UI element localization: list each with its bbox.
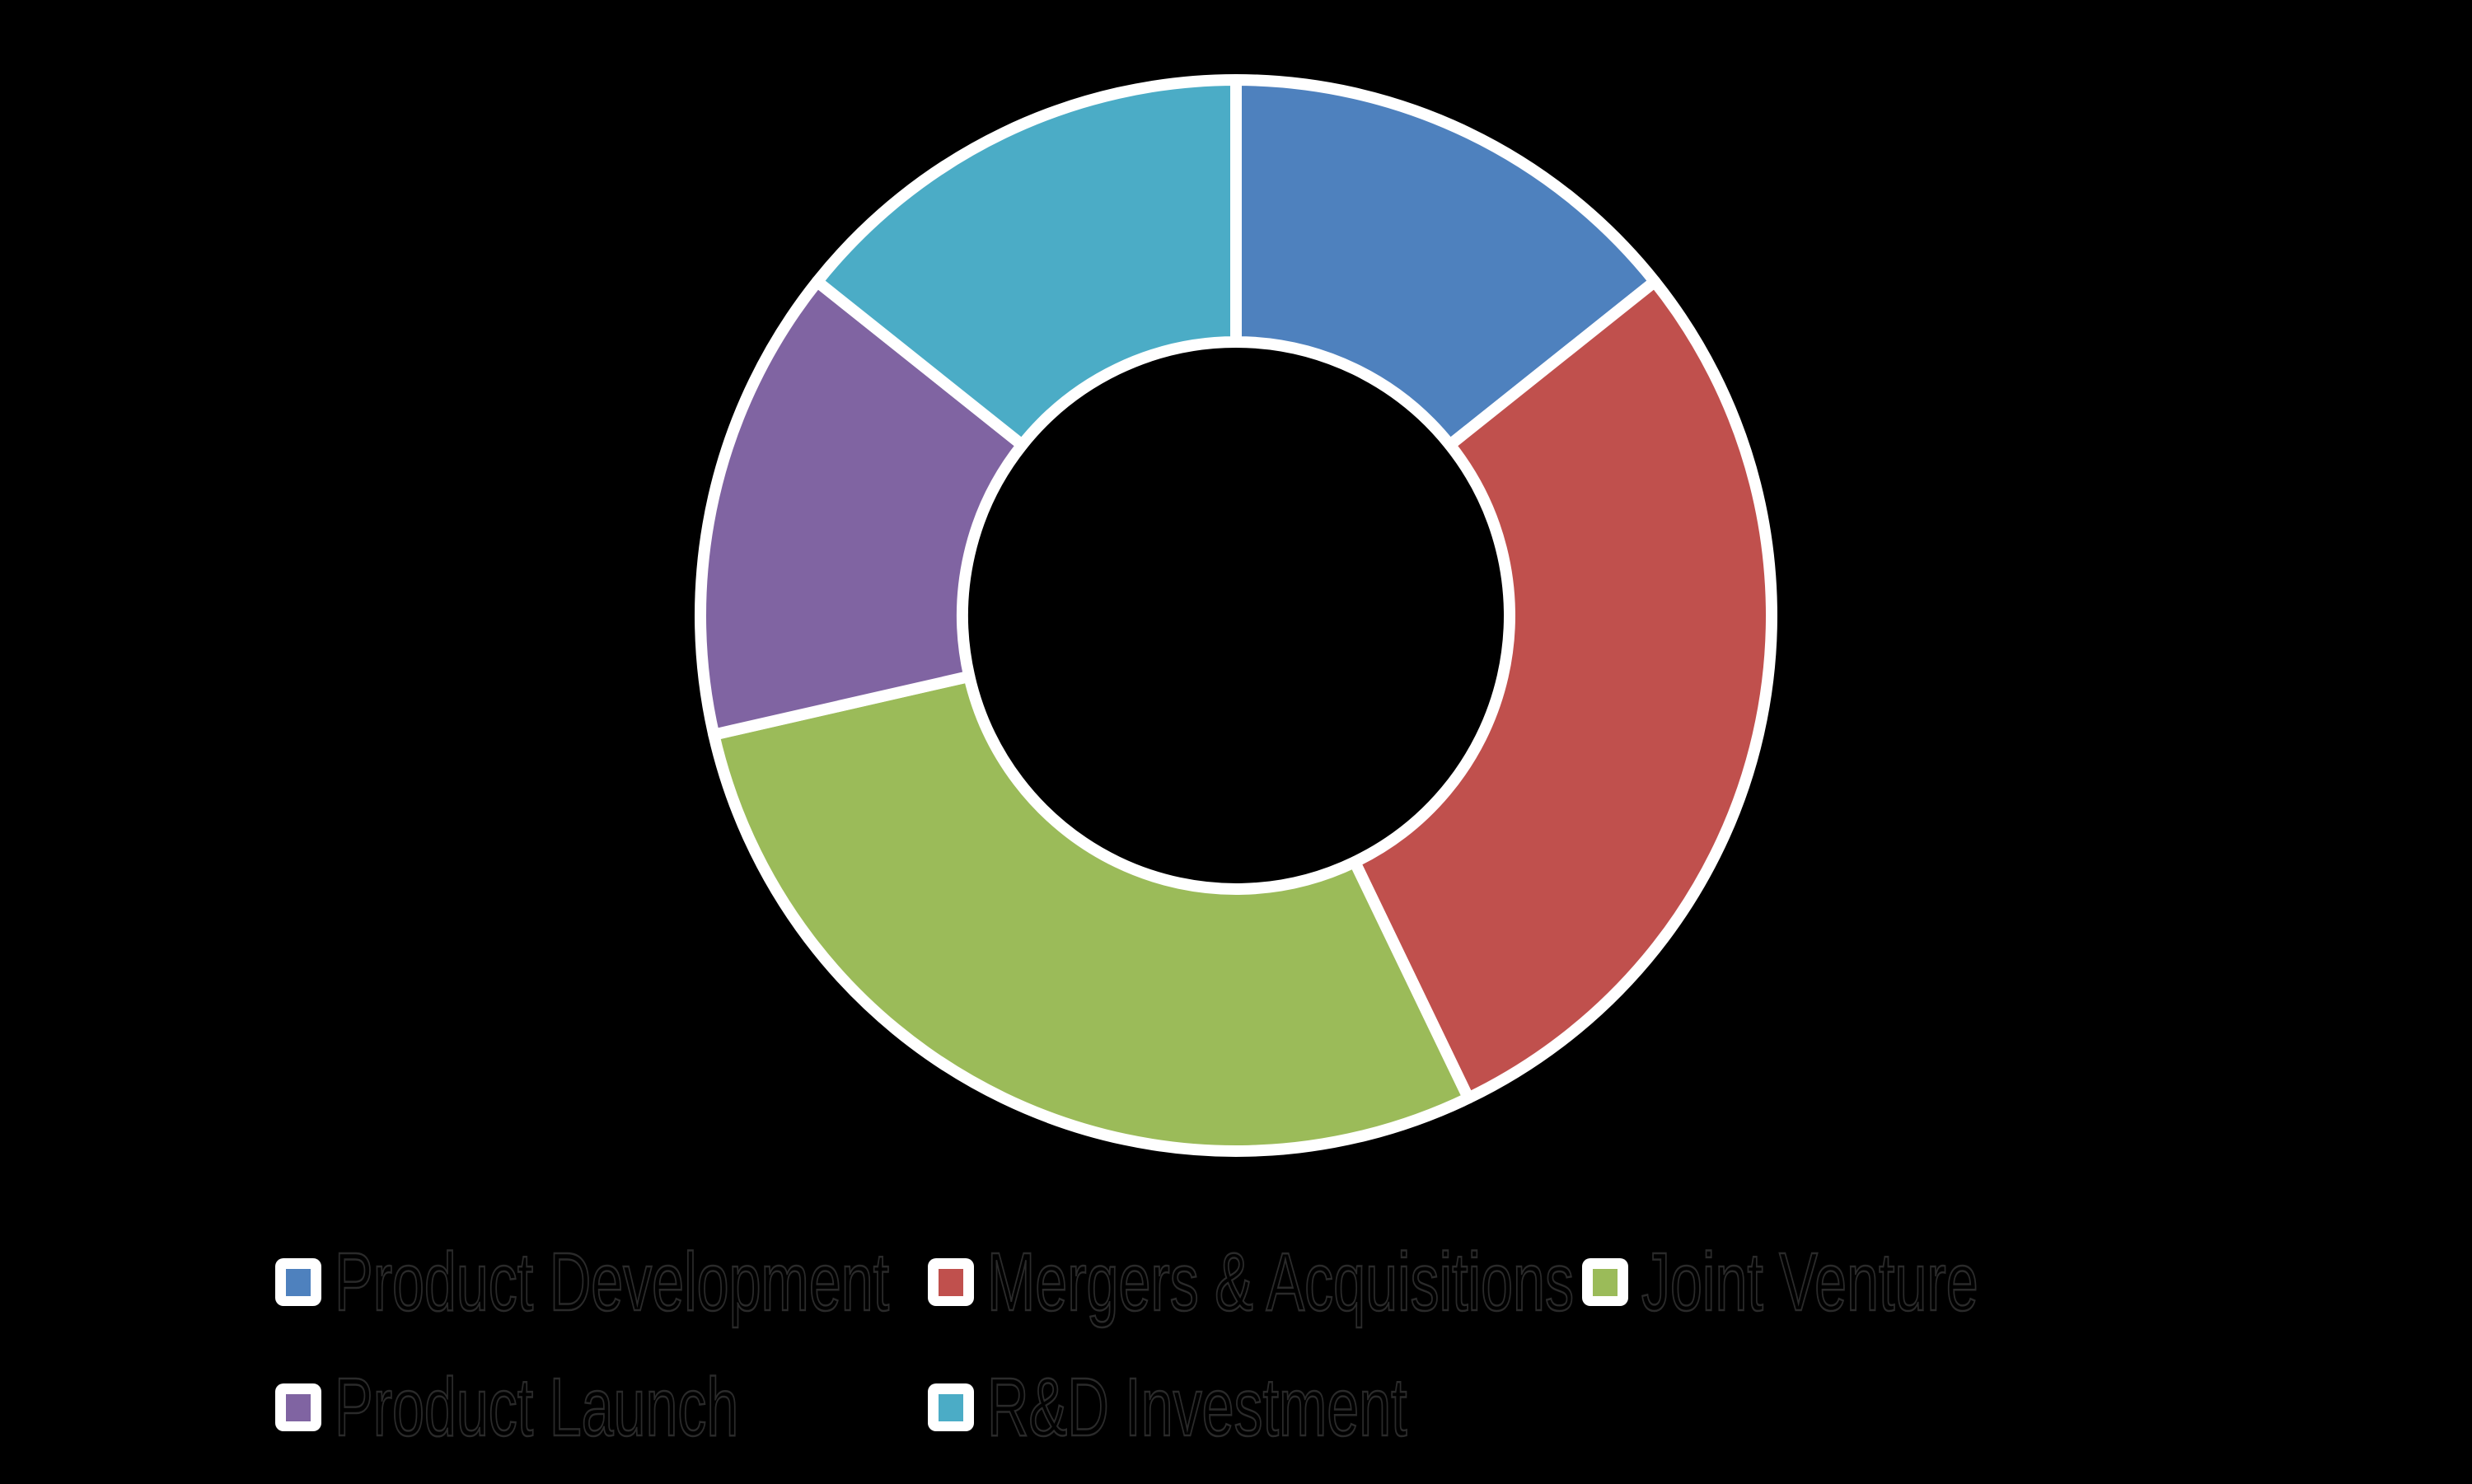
legend-item-mergers-acquisitions: Mergers & Acquisitions	[928, 1240, 1825, 1324]
legend-swatch-product-development	[275, 1258, 321, 1306]
donut-segment-product-development	[1230, 74, 1661, 451]
legend-item-product-development: Product Development	[275, 1240, 1127, 1324]
legend-label-product-development: Product Development	[334, 1236, 890, 1328]
legend-label-mergers-acquisitions: Mergers & Acquisitions	[986, 1236, 1575, 1328]
donut-segment-r-d-investment	[811, 74, 1242, 451]
legend-swatch-color	[939, 1268, 963, 1296]
legend-label-joint-venture: Joint Venture	[1641, 1236, 1978, 1328]
legend-label-product-launch: Product Launch	[334, 1361, 739, 1454]
donut-segment-product-launch	[695, 275, 1028, 741]
legend-swatch-color	[1593, 1268, 1618, 1296]
legend-swatch-rd-investment	[928, 1383, 974, 1431]
legend-item-product-launch: Product Launch	[275, 1365, 912, 1449]
donut-segment-mergers-acquisitions	[1349, 275, 1777, 1104]
legend-swatch-mergers-acquisitions	[928, 1258, 974, 1306]
legend-swatch-color	[286, 1393, 311, 1421]
donut-segment-joint-venture	[708, 670, 1475, 1157]
legend-item-rd-investment: R&D Investment	[928, 1365, 1587, 1449]
legend-swatch-color	[939, 1393, 963, 1421]
legend-swatch-color	[286, 1268, 311, 1296]
legend-item-joint-venture: Joint Venture	[1582, 1240, 2123, 1324]
legend-swatch-product-launch	[275, 1383, 321, 1431]
legend-label-rd-investment: R&D Investment	[986, 1361, 1407, 1454]
legend-swatch-joint-venture	[1582, 1258, 1628, 1306]
